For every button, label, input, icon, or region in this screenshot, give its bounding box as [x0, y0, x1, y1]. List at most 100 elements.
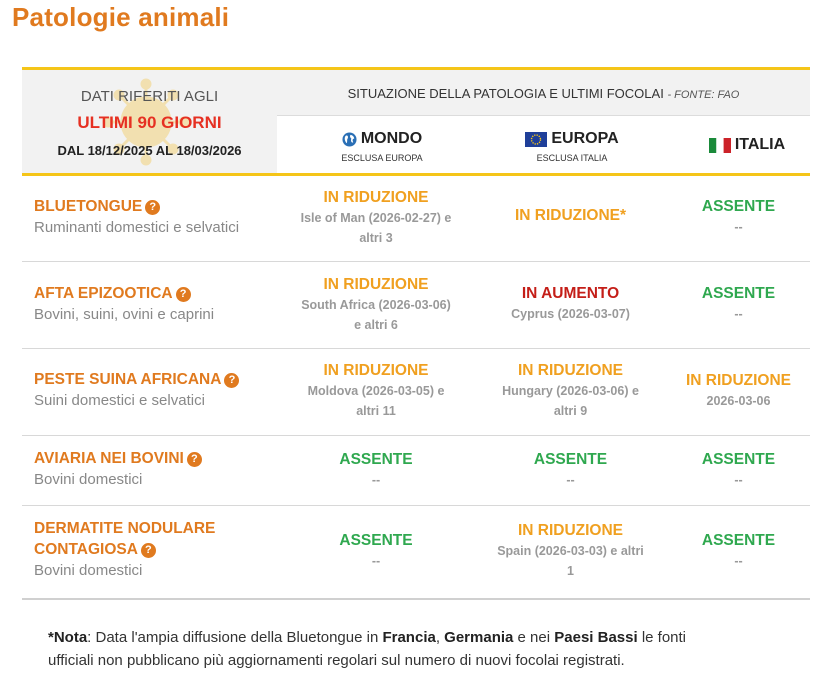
status-label: ASSENTE: [701, 198, 776, 215]
outbreak-detail: Moldova (2026-03-05) e: [307, 384, 445, 398]
help-icon[interactable]: ?: [175, 287, 191, 302]
footnote-label: *Nota: [48, 629, 88, 646]
table-row: AFTA EPIZOOTICA? Bovini, suini, ovini e …: [22, 262, 810, 349]
status-label: ASSENTE: [701, 451, 776, 468]
outbreak-detail: e altri 6: [354, 318, 398, 332]
region-europa-name: EUROPA: [551, 130, 619, 147]
period-range: DAL 18/12/2025 AL 18/03/2026: [57, 143, 242, 158]
status-label: IN RIDUZIONE: [323, 189, 429, 206]
outbreak-detail: --: [734, 307, 743, 321]
footnote-line1: *Nota: Data l'ampia diffusione della Blu…: [48, 629, 687, 646]
outbreak-detail: altri 11: [356, 404, 396, 418]
outbreak-detail: altri 9: [553, 404, 588, 418]
country-germania: Germania: [444, 629, 514, 646]
status-label: IN RIDUZIONE: [685, 372, 792, 389]
help-icon[interactable]: ?: [140, 543, 156, 558]
situation-label: SITUAZIONE DELLA PATOLOGIA E ULTIMI FOCO…: [347, 86, 664, 101]
cell-italia: IN RIDUZIONE 2026-03-06: [667, 371, 810, 411]
disease-name-line1: DERMATITE NODULARE: [34, 520, 216, 537]
country-francia: Francia: [382, 629, 436, 646]
table-row: BLUETONGUE? Ruminanti domestici e selvat…: [22, 176, 810, 262]
pathology-table: DATI RIFERITI AGLI ULTIMI 90 GIORNI DAL …: [22, 67, 810, 600]
outbreak-detail: --: [371, 473, 381, 487]
source-label: - FONTE: FAO: [667, 89, 740, 101]
outbreak-detail: Isle of Man (2026-02-27) e: [300, 211, 452, 225]
cell-italia: ASSENTE --: [667, 284, 810, 324]
disease-name-line2: CONTAGIOSA?: [34, 539, 215, 560]
status-label: ASSENTE: [339, 532, 413, 549]
cell-europa: IN RIDUZIONE*: [474, 206, 667, 226]
outbreak-detail: altri 3: [359, 231, 393, 245]
cell-europa: IN RIDUZIONE Hungary (2026-03-06) e altr…: [474, 361, 667, 421]
cell-italia: ASSENTE --: [667, 531, 810, 571]
cell-mondo: IN RIDUZIONE Isle of Man (2026-02-27) e …: [278, 188, 474, 248]
virus-icon: [102, 78, 190, 166]
disease-hosts: Bovini domestici: [34, 562, 143, 579]
outbreak-detail: 2026-03-06: [706, 394, 771, 408]
disease-hosts: Suini domestici e selvatici: [34, 392, 205, 409]
region-europa: EUROPA ESCLUSA ITALIA: [502, 130, 642, 163]
status-label: ASSENTE: [533, 451, 608, 468]
disease-cell: PESTE SUINA AFRICANA? Suini domestici e …: [34, 369, 240, 412]
help-icon[interactable]: ?: [224, 373, 240, 388]
cell-europa: ASSENTE --: [474, 450, 667, 490]
outbreak-detail: --: [734, 473, 743, 487]
outbreak-detail: --: [371, 554, 381, 568]
status-label: ASSENTE: [701, 285, 776, 302]
region-europa-sub: ESCLUSA ITALIA: [536, 152, 608, 163]
disease-cell: AFTA EPIZOOTICA? Bovini, suini, ovini e …: [34, 283, 214, 326]
cell-mondo: ASSENTE --: [278, 450, 474, 490]
disease-name: AFTA EPIZOOTICA?: [34, 283, 214, 304]
outbreak-detail: --: [734, 220, 743, 234]
cell-mondo: IN RIDUZIONE South Africa (2026-03-06) e…: [278, 275, 474, 335]
disease-cell: DERMATITE NODULARE CONTAGIOSA? Bovini do…: [34, 518, 215, 582]
outbreak-detail: 1: [567, 564, 574, 578]
help-icon[interactable]: ?: [145, 200, 161, 215]
disease-cell: AVIARIA NEI BOVINI? Bovini domestici: [34, 448, 202, 491]
page-title: Patologie animali: [12, 2, 230, 32]
table-row: DERMATITE NODULARE CONTAGIOSA? Bovini do…: [22, 506, 810, 600]
status-label: IN AUMENTO: [521, 285, 620, 302]
reference-period: DATI RIFERITI AGLI ULTIMI 90 GIORNI DAL …: [22, 70, 277, 173]
cell-mondo: ASSENTE --: [278, 531, 474, 571]
eu-flag-icon: [525, 131, 548, 147]
cell-europa: IN AUMENTO Cyprus (2026-03-07): [474, 284, 667, 324]
region-mondo-sub: ESCLUSA EUROPA: [341, 152, 423, 163]
footnote: *Nota: Data l'ampia diffusione della Blu…: [48, 626, 788, 672]
table-row: PESTE SUINA AFRICANA? Suini domestici e …: [22, 349, 810, 436]
outbreak-detail: --: [734, 554, 743, 568]
region-mondo-name: MONDO: [360, 130, 423, 147]
outbreak-detail: Hungary (2026-03-06) e: [502, 384, 639, 398]
period-days: ULTIMI 90 GIORNI: [77, 113, 222, 132]
period-label: DATI RIFERITI AGLI: [80, 88, 219, 105]
table-header: DATI RIFERITI AGLI ULTIMI 90 GIORNI DAL …: [22, 67, 810, 176]
region-italia-name: ITALIA: [734, 136, 786, 153]
outbreak-detail: Spain (2026-03-03) e altri: [497, 544, 644, 558]
region-italia: ITALIA: [677, 136, 817, 158]
globe-icon: [342, 131, 357, 147]
status-label: IN RIDUZIONE: [323, 276, 429, 293]
disease-hosts: Bovini, suini, ovini e caprini: [34, 306, 215, 323]
status-label: IN RIDUZIONE*: [514, 207, 627, 224]
disease-hosts: Bovini domestici: [34, 471, 143, 488]
help-icon[interactable]: ?: [186, 452, 202, 467]
cell-mondo: IN RIDUZIONE Moldova (2026-03-05) e altr…: [278, 361, 474, 421]
disease-name: BLUETONGUE?: [34, 196, 239, 217]
disease-name: PESTE SUINA AFRICANA?: [34, 369, 240, 390]
table-row: AVIARIA NEI BOVINI? Bovini domestici ASS…: [22, 436, 810, 506]
italy-flag-icon: [708, 137, 731, 153]
situation-header: SITUAZIONE DELLA PATOLOGIA E ULTIMI FOCO…: [277, 70, 810, 116]
disease-hosts: Ruminanti domestici e selvatici: [34, 219, 240, 236]
country-paesi-bassi: Paesi Bassi: [554, 629, 638, 646]
outbreak-detail: --: [566, 473, 575, 487]
status-label: IN RIDUZIONE: [323, 362, 429, 379]
outbreak-detail: Cyprus (2026-03-07): [511, 307, 630, 321]
outbreak-detail: South Africa (2026-03-06): [301, 298, 451, 312]
status-label: ASSENTE: [701, 532, 776, 549]
disease-cell: BLUETONGUE? Ruminanti domestici e selvat…: [34, 196, 239, 239]
status-label: IN RIDUZIONE: [517, 362, 624, 379]
regions-header: SITUAZIONE DELLA PATOLOGIA E ULTIMI FOCO…: [277, 70, 810, 173]
disease-name: AVIARIA NEI BOVINI?: [34, 448, 202, 469]
footnote-line2: ufficiali non pubblicano più aggiornamen…: [48, 652, 625, 669]
status-label: ASSENTE: [339, 451, 413, 468]
